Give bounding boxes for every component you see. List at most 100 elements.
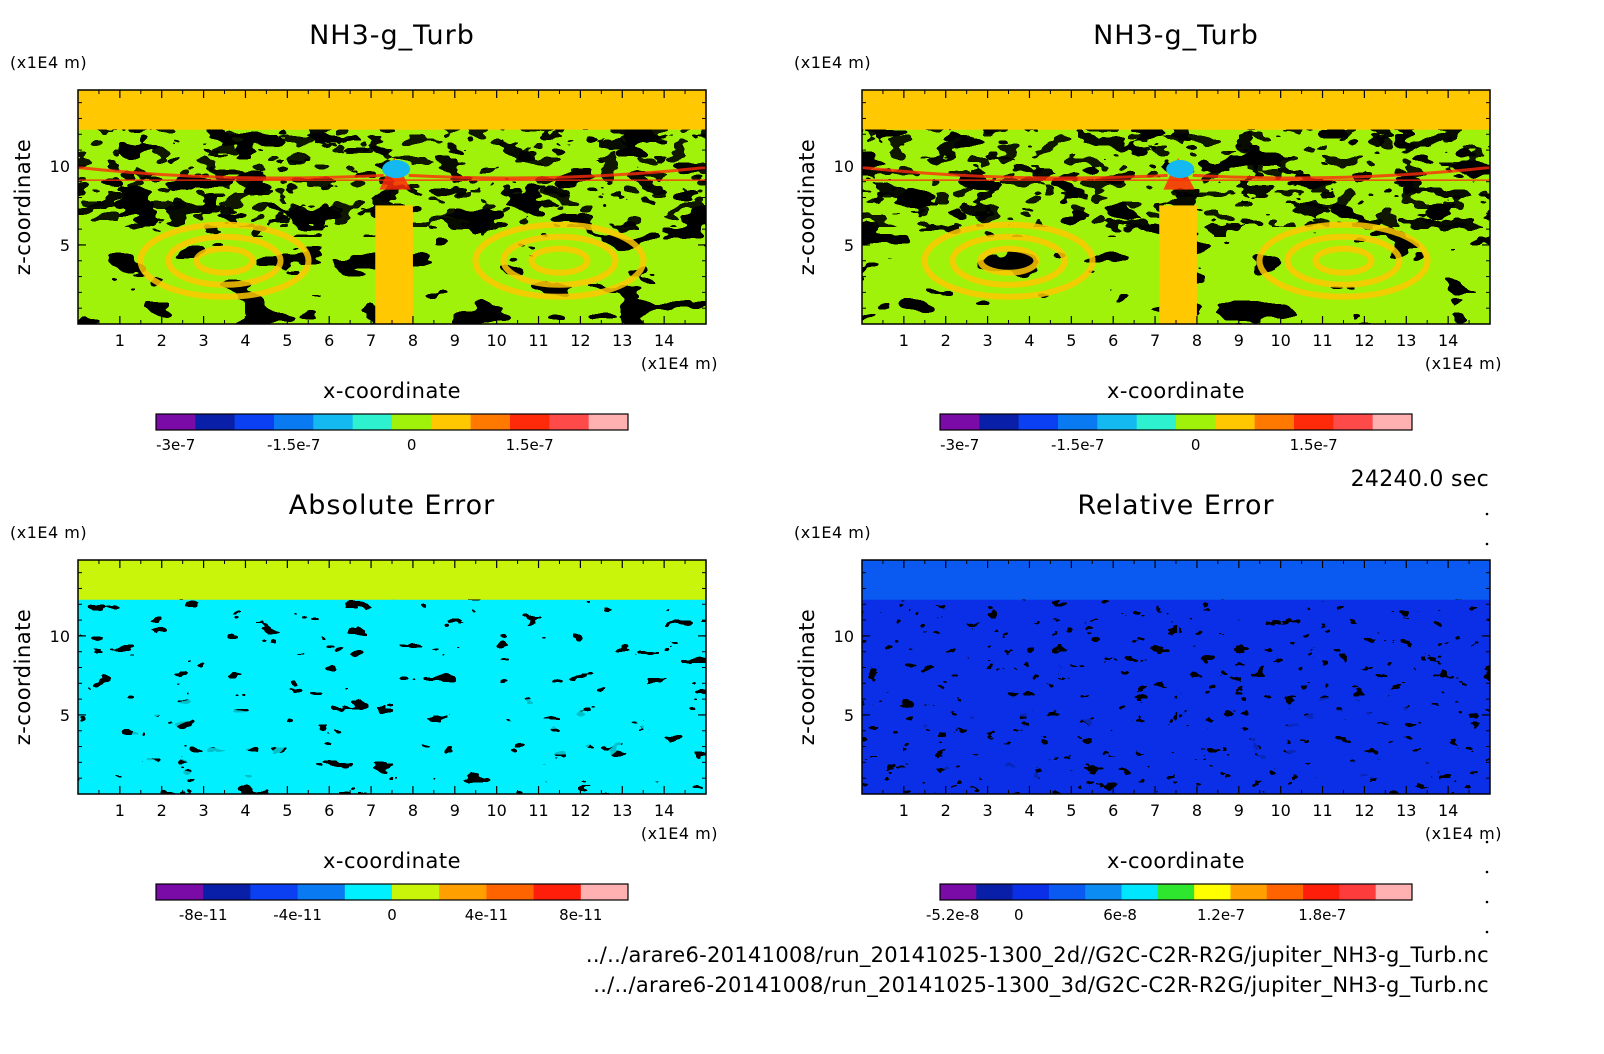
x-tick-label: 9 [450,801,460,820]
y-unit-label: (x1E4 m) [794,523,871,542]
x-tick-label: 4 [240,801,250,820]
colorbar-swatch [1303,884,1340,900]
y-tick-label: 10 [834,157,854,176]
colorbar-swatch [940,884,977,900]
x-tick-label: 9 [1234,801,1244,820]
x-tick-label: 1 [115,331,125,350]
x-tick-label: 13 [612,801,632,820]
swirl-ring [191,722,258,755]
x-tick-label: 8 [1192,801,1202,820]
colorbar-label: -1.5e-7 [1051,436,1104,454]
colorbar-swatch [1097,414,1138,430]
x-tick-label: 12 [1354,331,1374,350]
x-tick-label: 9 [1234,331,1244,350]
colorbar-swatch [1048,884,1086,900]
chart-panel-3: Absolute Error(x1E4 m)1 2 3 4 5 6 7 8 9 10 11 12 13 1… [10,490,718,924]
x-tick-label: 6 [324,331,334,350]
x-tick-label: 1 [899,331,909,350]
swirl-ring [137,221,312,300]
colorbar-swatch [274,414,314,430]
x-tick-label: 13 [1396,801,1416,820]
x-tick-label: 6 [1108,801,1118,820]
colorbar: -5.2e-8 0 6e-8 1.2e-7 1.8e-7 [926,883,1413,924]
colorbar-swatch [1085,884,1123,900]
x-tick-label: 7 [1150,801,1160,820]
x-tick-label: 2 [941,331,951,350]
swirl-ring [528,245,591,276]
x-tick-label: 5 [282,331,292,350]
colorbar-swatch [1375,884,1413,900]
colorbar-frame [155,413,629,431]
colorbar-swatch [392,414,432,430]
x-tick-label: 4 [1024,801,1034,820]
chart-title: Absolute Error [289,490,495,521]
x-tick-label: 7 [1150,331,1160,350]
colorbar-swatch [156,414,196,430]
stray-dot [1485,512,1489,516]
y-axis-label: z-coordinate [795,609,819,746]
colorbar-swatch [392,884,440,900]
colorbar-swatch [470,414,511,430]
stray-dot [1485,900,1489,904]
x-tick-label: 14 [1438,331,1458,350]
colorbar-label: 1.2e-7 [1197,906,1245,924]
colorbar-swatch [1254,414,1295,430]
colorbar-swatch [344,884,393,900]
x-tick-label: 12 [570,801,590,820]
colorbar-swatch [1333,414,1374,430]
colorbar-swatch [234,414,275,430]
colorbar-swatch [1266,884,1304,900]
central-column [1159,205,1197,324]
x-tick-label: 13 [1396,331,1416,350]
x-tick-label: 10 [486,331,506,350]
x-axis-label: x-coordinate [1107,379,1245,403]
x-axis-label: x-coordinate [323,379,461,403]
colorbar-swatch [431,414,472,430]
y-axis-label: z-coordinate [11,609,35,746]
swirl-ring [949,233,1068,288]
x-tick-label: 11 [1312,801,1332,820]
swirl-ring [1310,722,1377,755]
y-tick-label: 10 [50,157,70,176]
colorbar-swatch [1136,414,1177,430]
colorbar-swatch [1194,884,1231,900]
chart-title: Relative Error [1077,490,1274,521]
swirl-ring [975,722,1042,755]
x-tick-label: 5 [1066,331,1076,350]
colorbar-swatch [1157,884,1195,900]
colorbar-label: -3e-7 [940,436,979,454]
colorbar-frame [155,883,629,901]
chart-title: NH3-g_Turb [309,20,475,51]
swirl-ring [1312,245,1375,276]
colorbar-swatch [1012,884,1050,900]
x-tick-label: 6 [324,801,334,820]
streak-right [1192,165,1490,180]
colorbar-swatch [313,414,354,430]
colorbar-frame [939,883,1413,901]
swirl-ring [165,233,284,288]
swirl-ring [472,221,647,300]
swirl-ring [945,709,1072,768]
colorbar-frame [939,413,1413,431]
swirl-ring [500,233,619,288]
swirl-ring [526,722,593,755]
x-tick-label: 4 [1024,331,1034,350]
x-tick-label: 1 [899,801,909,820]
colorbar-label: 1.5e-7 [1290,436,1338,454]
x-tick-label: 2 [941,801,951,820]
file-path-2d: ../../arare6-20141008/run_20141025-1300_… [586,943,1489,968]
swirl-ring [161,709,288,768]
x-tick-label: 10 [1270,331,1290,350]
x-tick-label: 11 [528,331,548,350]
colorbar-label: 4e-11 [465,906,508,924]
colorbar-swatch [976,884,1014,900]
y-unit-label: (x1E4 m) [794,53,871,72]
x-tick-label: 10 [1270,801,1290,820]
field-region-secondary [862,599,1490,794]
colorbar-label: -8e-11 [179,906,228,924]
y-tick-label: 5 [60,706,70,725]
colorbar-swatch [1121,884,1159,900]
stray-dot [1485,870,1489,874]
x-tick-label: 11 [1312,331,1332,350]
swirl-ring [466,696,653,781]
